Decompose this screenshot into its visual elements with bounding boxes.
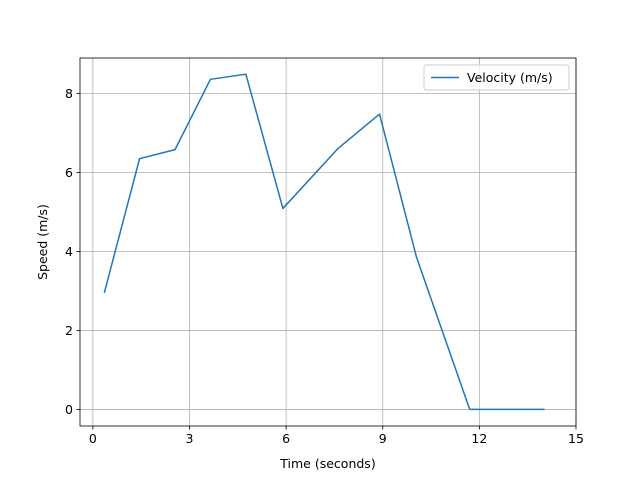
x-axis-label: Time (seconds) xyxy=(279,456,375,471)
x-tick-label: 15 xyxy=(568,431,584,446)
y-tick-label: 2 xyxy=(65,323,73,338)
legend-label: Velocity (m/s) xyxy=(467,70,553,85)
y-tick-label: 4 xyxy=(65,244,73,259)
y-tick-label: 6 xyxy=(65,165,73,180)
y-axis-label: Speed (m/s) xyxy=(35,204,50,280)
y-tick-label: 8 xyxy=(65,86,73,101)
x-tick-label: 6 xyxy=(282,431,290,446)
legend: Velocity (m/s) xyxy=(424,65,569,90)
x-tick-label: 0 xyxy=(89,431,97,446)
x-tick-label: 9 xyxy=(379,431,387,446)
y-tick-label: 0 xyxy=(65,402,73,417)
x-tick-label: 12 xyxy=(471,431,487,446)
x-tick-label: 3 xyxy=(186,431,194,446)
